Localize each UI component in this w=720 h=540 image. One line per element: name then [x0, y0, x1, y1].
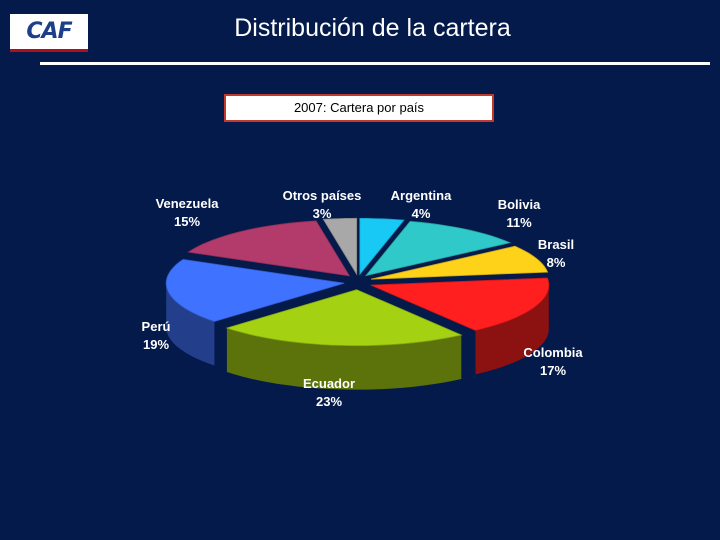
pie-slice-venezuela	[187, 220, 351, 277]
pie-slice-bolivia	[364, 220, 512, 277]
pie-slice-colombia	[370, 277, 550, 331]
pie-slice-brasil	[370, 245, 549, 280]
slice-value-label: 3%	[313, 206, 332, 221]
slice-value-label: 11%	[506, 215, 532, 230]
slice-value-label: 19%	[143, 337, 169, 352]
title-divider	[40, 62, 710, 65]
slice-label: Argentina	[391, 188, 452, 203]
pie-slice-perú	[165, 258, 345, 322]
slice-value-label: 4%	[412, 206, 431, 221]
pie-labels: Argentina 4% Bolivia 11% Brasil 8% Colombia 17%…	[142, 188, 584, 409]
caf-logo: CAF	[10, 14, 88, 52]
pie-tops	[165, 217, 550, 347]
pie-slice-argentina	[359, 218, 405, 276]
slice-value-label: 8%	[547, 255, 566, 270]
pie-side-colombia	[475, 285, 549, 375]
slice-value-label: 15%	[174, 214, 200, 229]
slice-label: Ecuador	[303, 376, 355, 391]
logo-text: CAF	[26, 19, 72, 44]
slice-label: Colombia	[523, 345, 583, 360]
slice-label: Brasil	[538, 237, 574, 252]
slice-value-label: 17%	[540, 363, 566, 378]
slice-label: Otros países	[283, 188, 362, 203]
slice-label: Bolivia	[498, 197, 541, 212]
slice-value-label: 23%	[316, 394, 342, 409]
pie-slice-ecuador	[225, 289, 463, 347]
pie-slice-otros-países	[322, 217, 358, 276]
chart-title: 2007: Cartera por país	[224, 94, 494, 122]
pie-side-ecuador	[226, 328, 462, 390]
slice-label: Perú	[142, 319, 171, 334]
slice-label: Venezuela	[156, 196, 220, 211]
page-title: Distribución de la cartera	[234, 14, 511, 42]
